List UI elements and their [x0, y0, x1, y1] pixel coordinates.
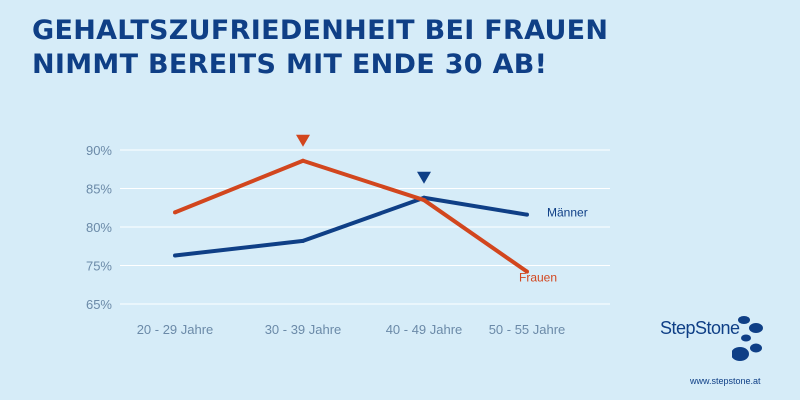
title-line-2: NIMMT BEREITS MIT ENDE 30 AB! — [32, 49, 548, 80]
x-tick-label: 30 - 39 Jahre — [265, 322, 342, 337]
y-tick-label: 80% — [86, 220, 112, 235]
logo-wordmark: StepStone — [660, 318, 740, 338]
page-title: GEHALTSZUFRIEDENHEIT BEI FRAUEN NIMMT BE… — [32, 14, 608, 82]
stepstone-logo: StepStone — [652, 308, 772, 378]
peak-marker-icon — [296, 134, 310, 147]
x-tick-label: 50 - 55 Jahre — [489, 322, 566, 337]
y-tick-label: 75% — [86, 259, 112, 274]
stepstone-stones-icon — [732, 316, 763, 361]
x-tick-label: 40 - 49 Jahre — [386, 322, 463, 337]
footer-url: www.stepstone.at — [690, 376, 761, 386]
series-label: Frauen — [519, 271, 557, 285]
series-label: Männer — [547, 206, 588, 220]
data-point — [525, 269, 529, 274]
x-tick-label: 20 - 29 Jahre — [137, 322, 214, 337]
data-point — [173, 253, 177, 258]
y-tick-label: 65% — [86, 297, 112, 312]
data-point — [301, 158, 305, 163]
title-line-1: GEHALTSZUFRIEDENHEIT BEI FRAUEN — [32, 15, 609, 46]
data-point — [525, 212, 529, 217]
data-point — [422, 198, 426, 203]
series-line-frauen — [174, 158, 529, 274]
peak-marker-icon — [417, 171, 431, 184]
data-point — [301, 238, 305, 243]
data-point — [173, 210, 177, 215]
y-tick-label: 85% — [86, 182, 112, 197]
y-tick-label: 90% — [86, 143, 112, 158]
series-line-maenner — [174, 195, 528, 258]
